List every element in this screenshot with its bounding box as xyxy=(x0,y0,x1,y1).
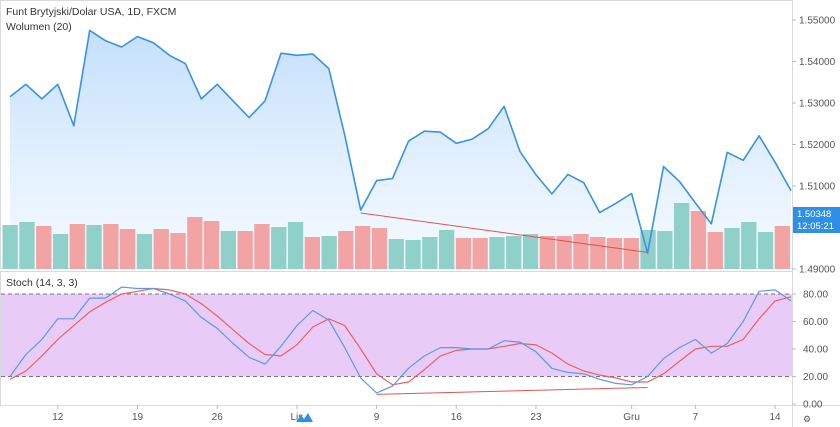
volume-bar xyxy=(439,230,455,269)
x-tick-label: 14 xyxy=(769,412,781,423)
price-line xyxy=(9,29,792,254)
x-tick-label: 7 xyxy=(693,412,699,423)
price-y-tick-label: 1.52000 xyxy=(799,140,836,151)
volume-bar xyxy=(170,233,186,269)
x-tick-label: Lis xyxy=(290,412,303,423)
x-tick-label: 16 xyxy=(451,412,463,423)
stoch-band xyxy=(1,293,792,377)
volume-bar xyxy=(405,240,421,269)
x-axis: 12 19 26 Lis 9 16 23 Gru 7 14 xyxy=(52,405,781,423)
x-tick-label: 26 xyxy=(212,412,224,423)
volume-bar xyxy=(657,231,673,269)
stoch-divergence-line xyxy=(376,387,648,395)
volume-bar xyxy=(489,237,505,269)
volume-bar xyxy=(371,228,388,269)
stoch-y-tick-label: 0.00 xyxy=(803,400,823,411)
chart-title: Funt Brytyjski/Dolar USA, 1D, FXCM xyxy=(6,6,176,18)
x-tick-label: 19 xyxy=(132,412,144,423)
volume-bar xyxy=(19,222,35,269)
volume-bar xyxy=(69,224,85,269)
stoch-y-tick-label: 60.00 xyxy=(803,317,828,328)
volume-bar xyxy=(287,222,304,269)
volume-bar xyxy=(136,234,153,269)
volume-bar xyxy=(690,211,707,269)
stoch-y-tick-label: 80.00 xyxy=(803,290,828,301)
volume-bar xyxy=(355,226,371,269)
volume-bars xyxy=(2,203,790,269)
volume-bar xyxy=(86,225,102,269)
volume-bar xyxy=(573,234,589,269)
price-y-tick-label: 1.55000 xyxy=(799,16,836,27)
price-y-tick-label: 1.53000 xyxy=(799,99,836,110)
volume-bar xyxy=(2,225,18,269)
stoch-divergence-segment xyxy=(376,387,648,395)
x-tick-label: 23 xyxy=(530,412,542,423)
x-tick-label: 12 xyxy=(52,412,64,423)
volume-bar xyxy=(388,239,404,269)
volume-bar xyxy=(556,236,572,269)
price-divergence-segment xyxy=(360,212,648,253)
stoch-band-fill xyxy=(1,294,792,377)
stoch-y-tick-label: 20.00 xyxy=(803,372,828,383)
volume-bar xyxy=(304,237,320,269)
settings-icon[interactable]: ⚙ xyxy=(800,411,834,424)
volume-bar xyxy=(220,231,236,269)
volume-bar xyxy=(120,229,136,269)
volume-bar xyxy=(271,227,287,269)
volume-bar xyxy=(422,237,438,269)
stoch-d-line xyxy=(9,287,792,386)
volume-bar xyxy=(522,234,539,269)
volume-bar xyxy=(606,238,623,269)
volume-bar xyxy=(455,238,472,269)
volume-bar xyxy=(539,236,555,269)
svg-text:⚙: ⚙ xyxy=(803,414,811,424)
price-area xyxy=(10,30,791,270)
volume-bar xyxy=(774,226,790,269)
price-y-tick-label: 1.49000 xyxy=(799,265,836,276)
volume-bar xyxy=(254,224,270,269)
price-area-fill xyxy=(10,30,791,270)
stoch-y-axis: 80.00 60.00 40.00 20.00 0.00 xyxy=(792,290,828,411)
stoch-k-line xyxy=(9,286,792,394)
price-badge-value: 1.50348 xyxy=(797,209,831,220)
tradingview-logo-icon xyxy=(296,413,313,422)
volume-bar xyxy=(724,228,740,269)
volume-bar xyxy=(187,217,203,269)
price-badge: 1.50348 12:05:21 xyxy=(793,207,840,233)
x-tick-label: 9 xyxy=(374,412,380,423)
price-y-tick-label: 1.54000 xyxy=(799,57,836,68)
volume-label: Wolumen (20) xyxy=(6,21,72,33)
price-badge-time: 12:05:21 xyxy=(797,221,834,232)
volume-bar xyxy=(338,231,354,269)
volume-bar xyxy=(103,224,119,269)
volume-bar xyxy=(506,236,522,269)
volume-bar xyxy=(590,237,606,269)
price-series-line xyxy=(9,29,792,254)
stoch-y-tick-label: 40.00 xyxy=(803,345,828,356)
volume-bar xyxy=(623,238,639,269)
price-divergence-line xyxy=(360,212,648,253)
volume-bar xyxy=(52,234,69,269)
volume-bar xyxy=(757,232,774,269)
stoch-lines xyxy=(9,286,792,394)
volume-bar xyxy=(321,236,337,269)
volume-bar xyxy=(707,232,723,269)
price-y-axis: 1.55000 1.54000 1.53000 1.52000 1.51000 1.490… xyxy=(792,16,836,276)
price-y-tick-label: 1.51000 xyxy=(799,182,836,193)
volume-bar xyxy=(674,203,690,269)
stoch-label: Stoch (14, 3, 3) xyxy=(6,277,78,289)
volume-bar xyxy=(153,229,169,269)
volume-bar xyxy=(237,231,253,269)
volume-bar xyxy=(36,226,52,269)
volume-bar xyxy=(203,221,220,269)
price-badge-bg xyxy=(793,207,840,233)
volume-bar xyxy=(472,238,488,269)
x-tick-label: Gru xyxy=(623,412,640,423)
volume-bar xyxy=(741,222,757,269)
